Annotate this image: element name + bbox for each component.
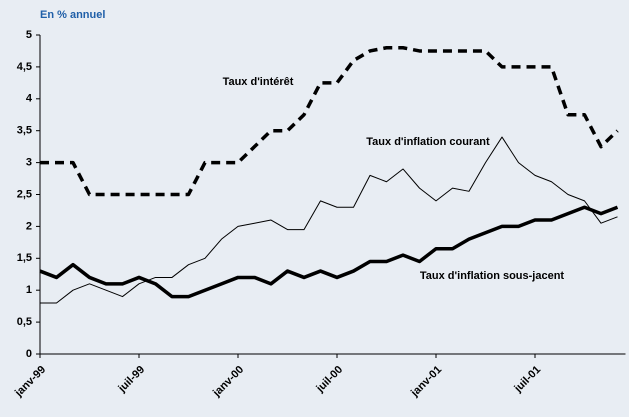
series-label: Taux d'inflation courant: [366, 136, 490, 148]
series-label: Taux d'inflation sous-jacent: [420, 270, 565, 282]
series-line: [39, 205, 619, 299]
y-tick-label: 3: [26, 157, 32, 169]
y-tick-label: 4: [26, 93, 33, 105]
x-tick-label: janv-00: [210, 364, 246, 400]
y-tick-label: 1: [26, 284, 32, 296]
series-line: [40, 136, 618, 304]
series-line: [40, 46, 619, 197]
y-tick-label: 2,5: [17, 188, 32, 200]
y-tick-label: 5: [26, 29, 32, 41]
y-tick-label: 1,5: [17, 252, 32, 264]
series-label: Taux d'intérêt: [223, 76, 294, 88]
y-tick-label: 2: [26, 220, 32, 232]
y-tick-label: 0,5: [17, 316, 32, 328]
x-tick-label: juil-99: [116, 364, 148, 396]
y-tick-label: 4,5: [17, 61, 32, 73]
y-tick-label: 0: [26, 348, 32, 360]
x-tick-label: janv-01: [408, 364, 444, 400]
x-tick-label: juil-00: [314, 364, 346, 396]
y-axis-label: En % annuel: [40, 9, 105, 21]
y-tick-label: 3,5: [17, 125, 32, 137]
x-tick-label: janv-99: [12, 364, 48, 400]
x-tick-label: juil-01: [512, 364, 544, 396]
